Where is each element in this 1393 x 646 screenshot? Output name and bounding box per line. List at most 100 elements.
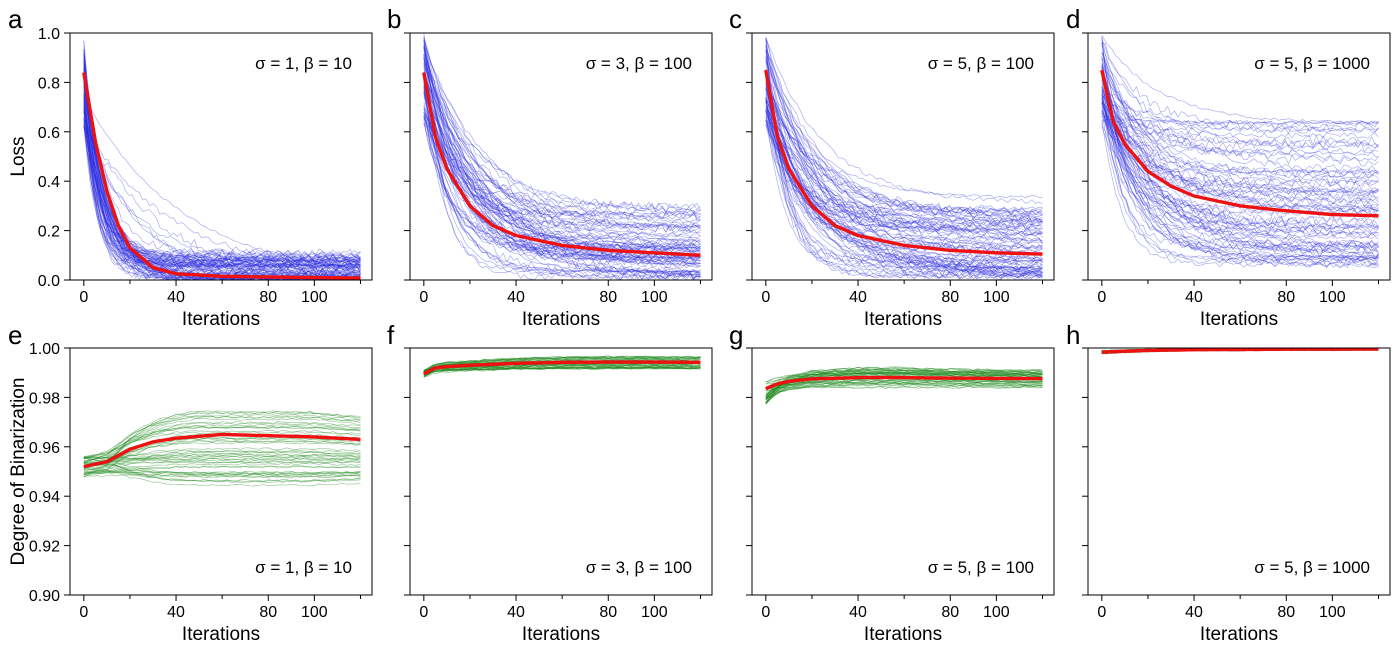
run-line <box>83 458 361 483</box>
plot-area-f <box>423 355 701 378</box>
parameter-annotation: σ = 1, β = 10 <box>255 558 352 577</box>
panel-letter: c <box>729 4 742 34</box>
run-line <box>83 112 361 271</box>
run-line <box>765 370 1043 383</box>
run-line <box>765 384 1043 398</box>
run-line <box>83 68 361 272</box>
run-line <box>1101 58 1379 260</box>
x-tick-label: 100 <box>1319 289 1346 306</box>
x-axis-title: Iterations <box>1200 624 1278 645</box>
run-line <box>1101 72 1379 269</box>
run-line <box>83 455 361 465</box>
y-axis-title: Loss <box>8 136 29 176</box>
run-line <box>423 116 701 280</box>
run-line <box>423 366 701 376</box>
run-line <box>83 438 361 470</box>
x-tick-label: 100 <box>301 604 328 621</box>
run-line <box>83 450 361 475</box>
run-line <box>765 39 1043 230</box>
run-line <box>423 86 701 279</box>
run-line <box>83 40 361 275</box>
axes-frame <box>69 347 373 596</box>
run-line <box>765 100 1043 262</box>
plot-area-c <box>764 36 1043 280</box>
parameter-annotation: σ = 5, β = 1000 <box>1254 558 1370 577</box>
x-tick-label: 100 <box>983 604 1010 621</box>
panel-a: 0 40 80 100 0.0 0.2 0.4 0.6 0.8 1.0 Iterations Loss… <box>8 4 373 330</box>
run-line <box>765 96 1043 236</box>
run-line <box>765 124 1043 276</box>
run-line <box>423 109 701 229</box>
axes-frame <box>409 347 713 596</box>
run-line <box>1101 123 1379 215</box>
run-line <box>423 366 701 375</box>
run-line <box>765 70 1043 242</box>
run-line <box>423 363 701 378</box>
x-axis-title: Iterations <box>864 624 942 645</box>
run-line <box>423 75 701 279</box>
run-line <box>765 105 1043 215</box>
run-line <box>1101 109 1379 238</box>
run-line <box>1101 66 1379 260</box>
run-line <box>765 58 1043 236</box>
run-line <box>765 109 1043 269</box>
run-line <box>765 68 1043 246</box>
run-line <box>1101 126 1379 249</box>
run-line <box>83 424 361 470</box>
run-line <box>1101 55 1379 201</box>
x-tick-label: 80 <box>941 604 959 621</box>
run-line <box>83 63 361 260</box>
y-tick-label: 0.98 <box>29 390 60 407</box>
run-line <box>765 37 1043 268</box>
run-line <box>765 85 1043 252</box>
run-line <box>423 81 701 274</box>
run-line <box>765 83 1043 274</box>
run-line <box>765 379 1043 390</box>
x-axis-title: Iterations <box>522 624 600 645</box>
run-line <box>423 57 701 238</box>
plot-area-a <box>82 40 361 280</box>
run-line <box>765 373 1043 403</box>
run-line <box>423 58 701 279</box>
run-line <box>765 97 1043 271</box>
run-line <box>423 121 701 212</box>
run-line <box>765 83 1043 220</box>
panel-c: 0 40 80 100 Iterations σ = 5, β = 100 c <box>729 4 1055 330</box>
run-line <box>765 373 1043 390</box>
run-line <box>83 79 361 276</box>
run-line <box>1101 36 1379 249</box>
run-line <box>83 457 361 483</box>
run-line <box>83 416 361 459</box>
run-line <box>83 426 361 459</box>
run-line <box>423 356 701 372</box>
run-line <box>1101 109 1379 231</box>
run-line <box>765 379 1043 393</box>
run-line <box>1101 66 1379 129</box>
run-line <box>765 56 1043 245</box>
run-line <box>83 463 361 479</box>
run-line <box>83 103 361 265</box>
run-line <box>765 98 1043 278</box>
run-line <box>1101 97 1379 265</box>
run-line <box>765 381 1043 388</box>
run-line <box>83 467 361 487</box>
x-axis-title: Iterations <box>1200 309 1278 330</box>
run-line <box>1101 120 1379 133</box>
run-line <box>1101 36 1379 254</box>
run-line <box>83 460 361 467</box>
run-line <box>423 112 701 269</box>
y-tick-label: 0.96 <box>29 440 60 457</box>
plot-area-g <box>765 366 1043 405</box>
run-line <box>83 63 361 280</box>
x-axis-title: Iterations <box>522 309 600 330</box>
run-line <box>765 80 1043 280</box>
run-line <box>765 101 1043 232</box>
run-line <box>83 95 361 269</box>
run-line <box>83 462 361 474</box>
run-line <box>423 115 701 280</box>
run-line <box>765 45 1043 276</box>
x-axis-title: Iterations <box>864 309 942 330</box>
y-tick-label: 0.94 <box>29 489 60 506</box>
run-line <box>423 114 701 229</box>
run-line <box>1101 94 1379 237</box>
